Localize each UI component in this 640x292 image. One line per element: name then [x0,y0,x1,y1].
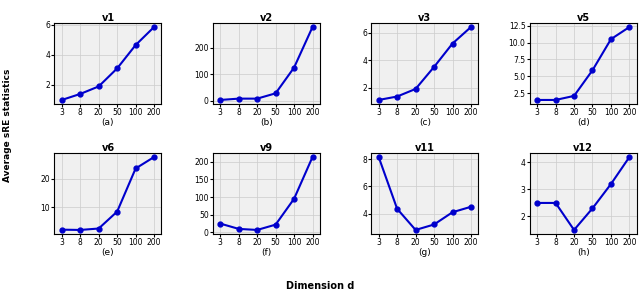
X-axis label: (d): (d) [577,118,589,127]
X-axis label: (g): (g) [419,248,431,257]
Title: v1: v1 [101,13,115,22]
X-axis label: (b): (b) [260,118,273,127]
Title: v6: v6 [101,142,115,153]
Title: v5: v5 [577,13,590,22]
X-axis label: (c): (c) [419,118,431,127]
Title: v9: v9 [260,142,273,153]
X-axis label: (a): (a) [102,118,114,127]
Title: v11: v11 [415,142,435,153]
Text: Average sRE statistics: Average sRE statistics [3,69,12,182]
X-axis label: (h): (h) [577,248,589,257]
X-axis label: (f): (f) [261,248,271,257]
Title: v12: v12 [573,142,593,153]
X-axis label: (e): (e) [102,248,115,257]
Text: Dimension d: Dimension d [286,281,354,291]
Title: v2: v2 [260,13,273,22]
Title: v3: v3 [419,13,431,22]
